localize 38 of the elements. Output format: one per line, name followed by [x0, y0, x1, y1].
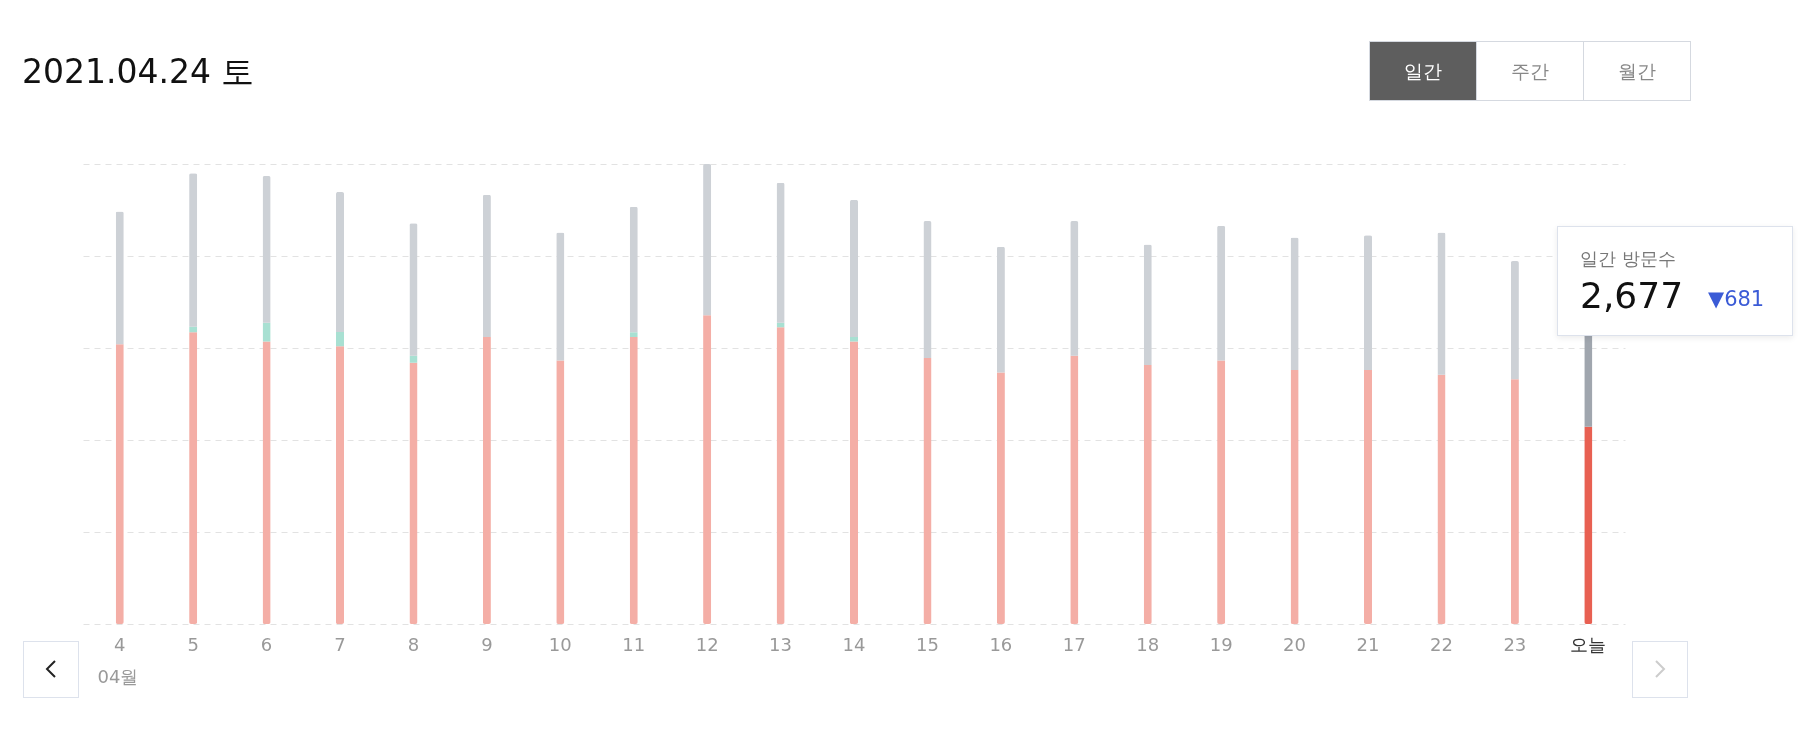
bar — [1363, 370, 1373, 624]
x-tick-label: 14 — [842, 633, 866, 655]
annotation: 일간 방문수 — [1580, 247, 1676, 271]
x-tick-label: 23 — [1503, 633, 1527, 655]
x-tick-label: 22 — [1429, 633, 1453, 655]
bar — [335, 346, 345, 624]
x-tick-label: 11 — [622, 633, 646, 655]
text: 일간 — [1370, 42, 1476, 100]
text: 월간 — [1583, 42, 1690, 100]
x-tick-label: 18 — [1136, 633, 1160, 655]
bar — [849, 341, 859, 624]
x-tick-label: 12 — [695, 633, 719, 655]
x-tick-label: 21 — [1356, 633, 1380, 655]
bar — [849, 336, 859, 342]
x-tick-label: 20 — [1283, 633, 1307, 655]
x-tick-label: 오늘 — [1570, 633, 1607, 655]
chart-title: 2021.04.24 토 — [22, 51, 255, 93]
x-tick-label: 15 — [915, 633, 939, 655]
x-tick-label: 16 — [989, 633, 1013, 655]
x-tick-label: 19 — [1209, 633, 1233, 655]
annotation: 2,677 — [1580, 275, 1684, 316]
x-tick-label: 17 — [1062, 633, 1086, 655]
bar — [849, 199, 859, 337]
text: 주간 — [1476, 42, 1583, 100]
x-axis-title: 04월 — [97, 665, 139, 687]
bar — [629, 332, 638, 337]
x-tick-label: 9 — [481, 633, 493, 655]
bar — [335, 192, 345, 332]
x-tick-label: 8 — [407, 633, 420, 655]
x-tick-label: 4 — [113, 633, 126, 655]
bar — [1363, 235, 1373, 371]
x-tick-label: 6 — [260, 633, 273, 655]
x-tick-label: 5 — [187, 633, 199, 655]
x-tick-label: 7 — [334, 633, 346, 655]
text: ▼681 — [1708, 287, 1765, 311]
bar — [335, 331, 345, 347]
x-tick-label: 10 — [548, 633, 572, 655]
x-tick-label: 13 — [769, 633, 793, 655]
